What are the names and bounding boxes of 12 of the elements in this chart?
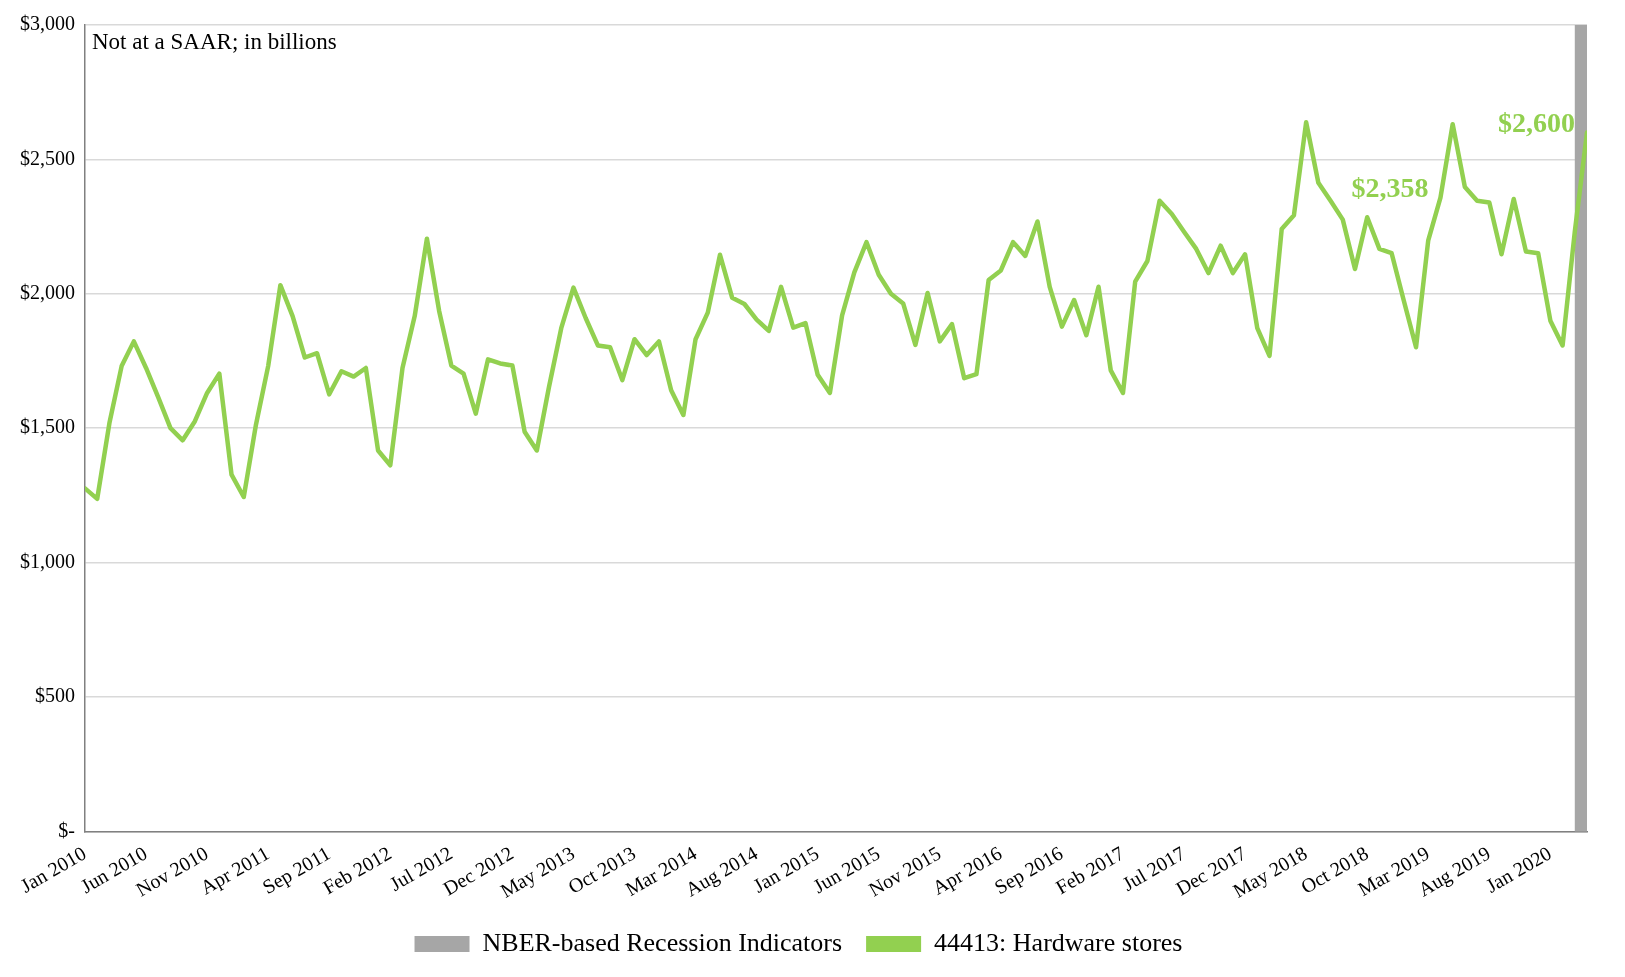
y-tick-label: $-: [58, 818, 75, 841]
y-tick-label: $1,500: [20, 415, 75, 438]
annotation: Not at a SAAR; in billions: [92, 29, 337, 55]
y-tick-label: $2,000: [20, 281, 75, 304]
y-tick-label: $1,000: [20, 549, 75, 572]
y-tick-label: $500: [35, 684, 75, 707]
y-tick-label: $2,500: [20, 146, 75, 169]
y-tick-label: $3,000: [20, 12, 75, 35]
legend-label: 44413: Hardware stores: [934, 927, 1183, 957]
legend-label: NBER-based Recession Indicators: [482, 927, 843, 957]
annotation: $2,358: [1351, 171, 1429, 203]
annotation: $2,600: [1498, 106, 1575, 138]
